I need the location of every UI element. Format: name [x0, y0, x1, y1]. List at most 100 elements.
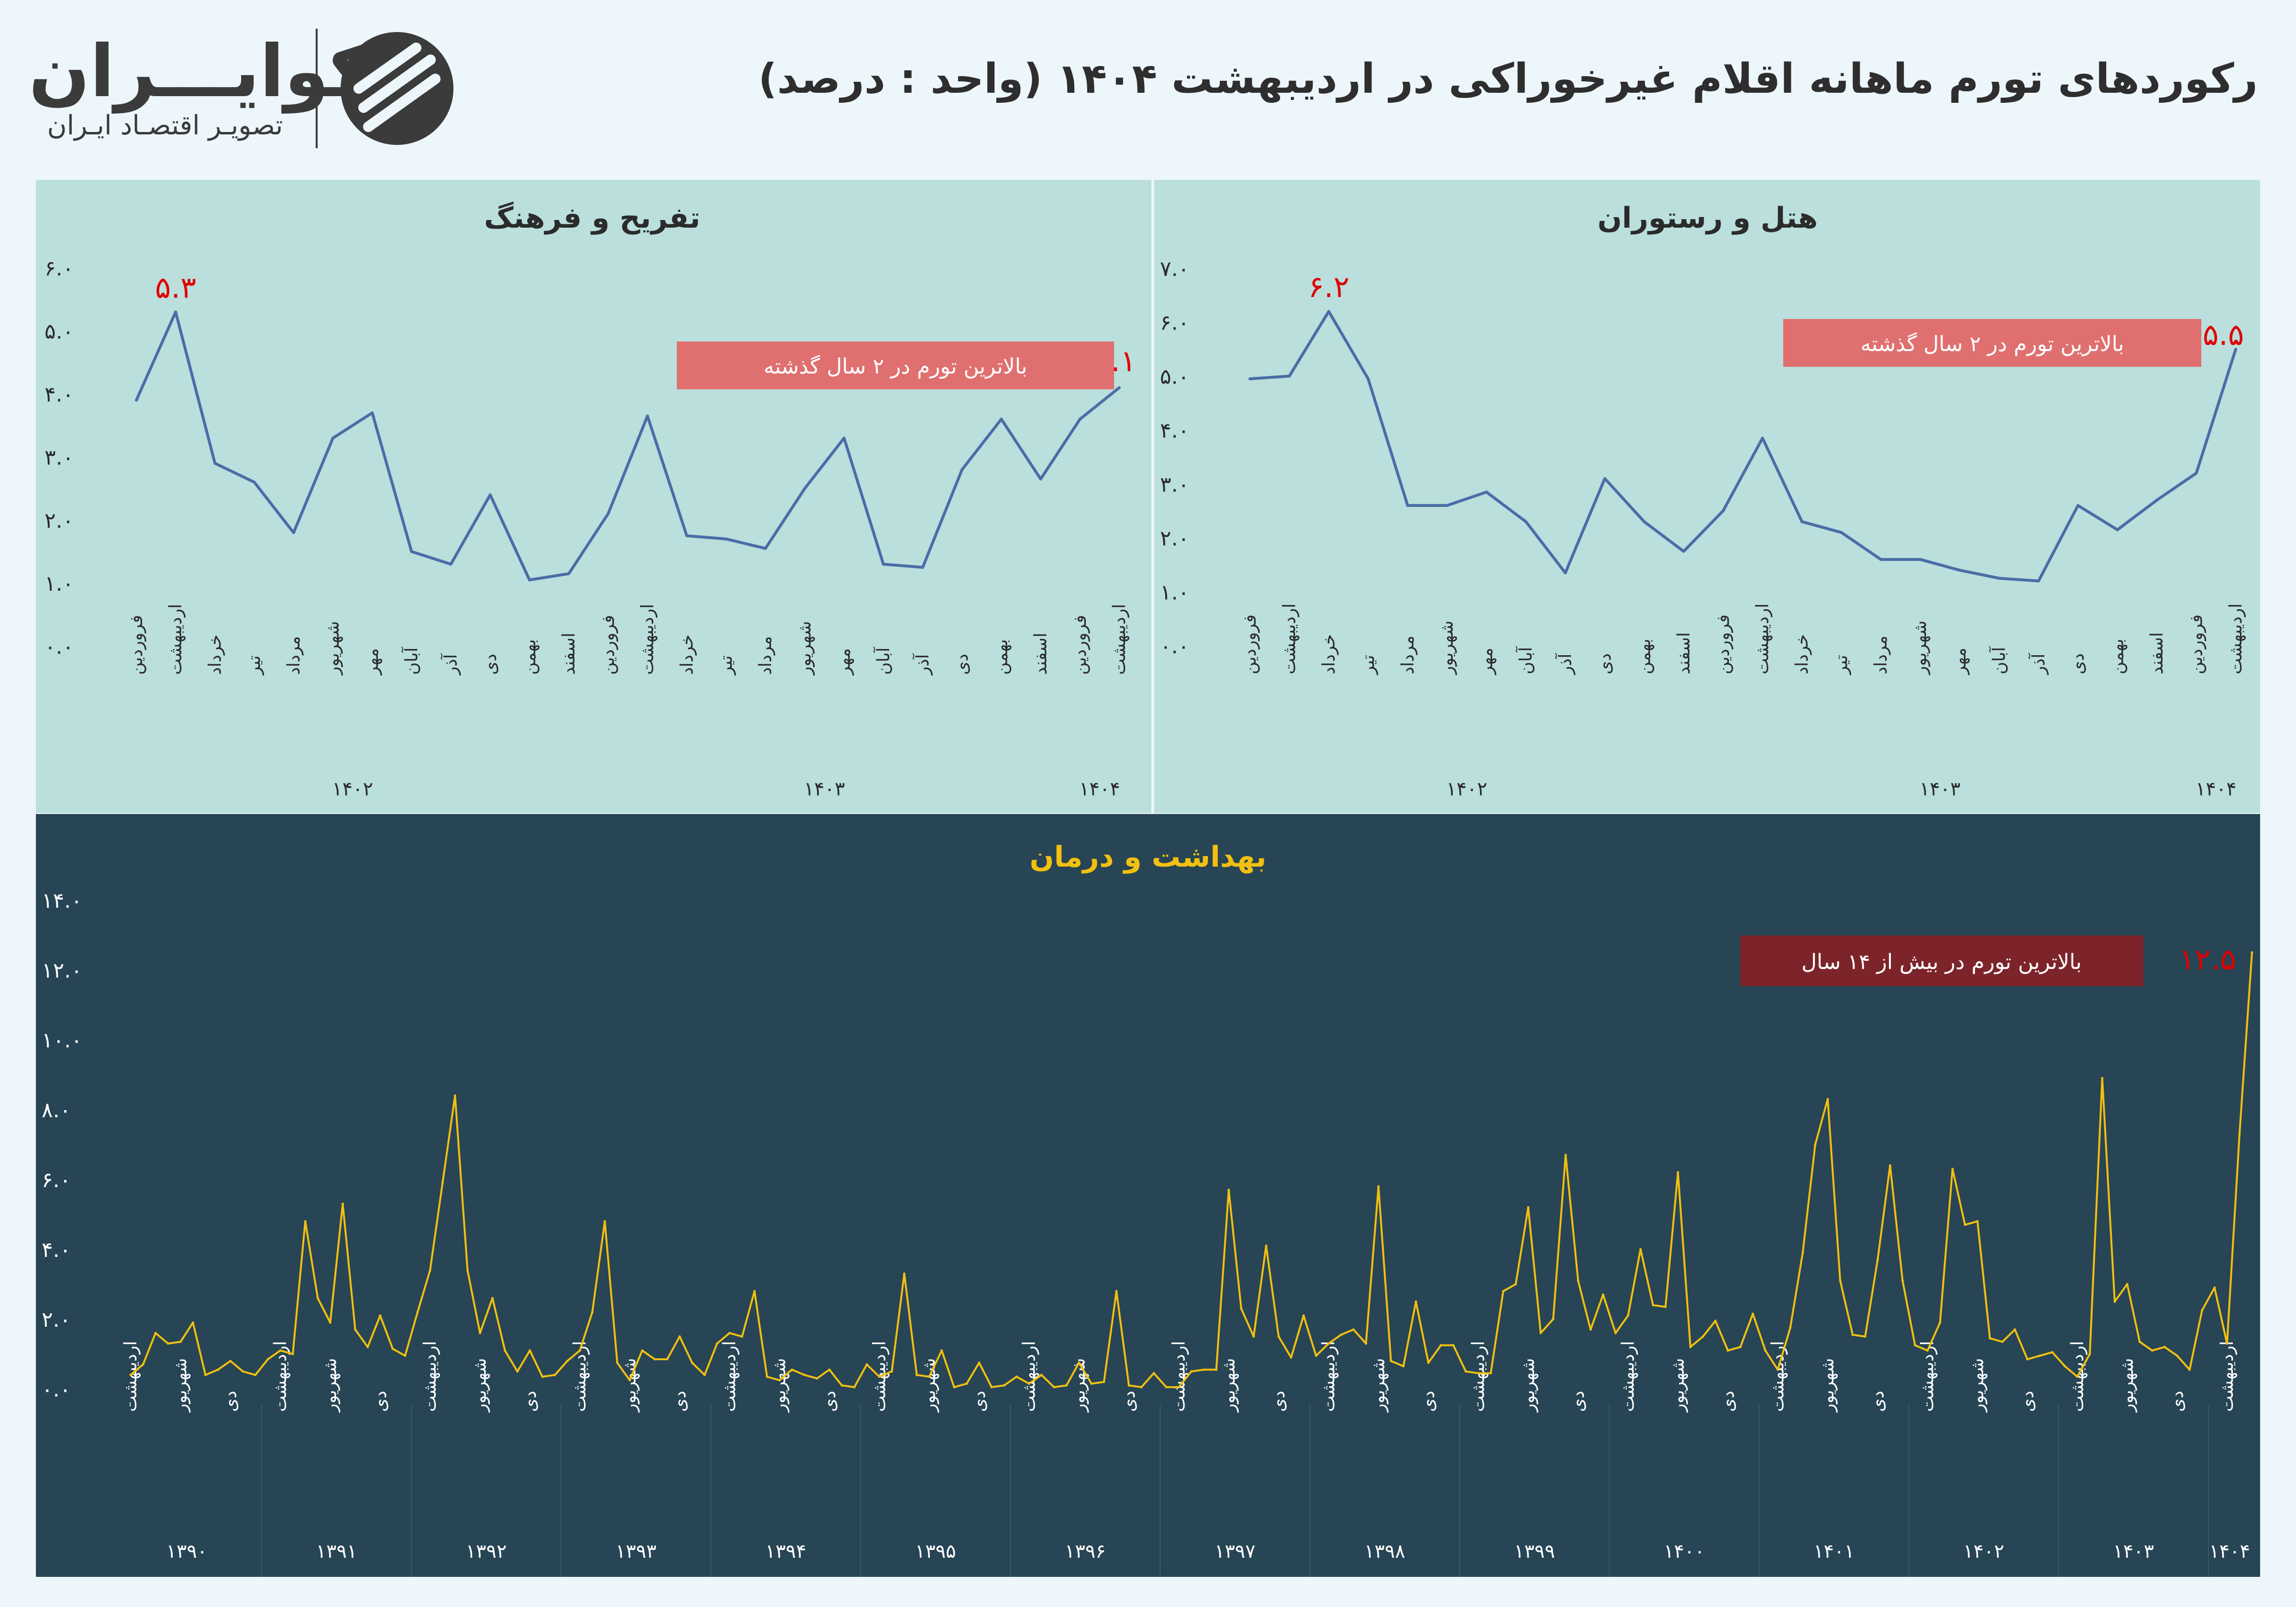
hotel-xtick-label: تیر	[1358, 655, 1378, 675]
health-data-point	[1876, 1258, 1879, 1261]
health-xtick-label: دی	[1419, 1391, 1438, 1412]
page-title: رکوردهای تورم ماهانه اقلام غیرخوراکی در …	[758, 55, 2258, 103]
recreation-xtick-label: آبان	[872, 647, 894, 675]
health-data-point	[2013, 1328, 2016, 1331]
health-data-point	[1365, 1342, 1368, 1345]
health-data-point	[1277, 1335, 1280, 1338]
recreation-data-point	[567, 572, 571, 575]
health-data-point	[1015, 1375, 1018, 1378]
hotel-note-text: بالاترین تورم در ۲ سال گذشته	[1861, 332, 2124, 356]
recreation-data-point	[1000, 418, 1003, 421]
hotel-data-point	[1682, 550, 1685, 553]
recreation-xtick-label: آذر	[912, 653, 933, 676]
hotel-panel: هتل و رستوران ۰.۰ ۱.۰ ۲.۰ ۳.۰ ۴.۰ ۵.۰ ۶.۰ ۷.۰ فرو…	[1154, 180, 2260, 813]
hotel-ytick-label: ۲.۰	[1160, 527, 1189, 551]
recreation-data-point	[371, 411, 374, 415]
health-data-point	[179, 1340, 182, 1343]
recreation-xtick-label: شهریور	[795, 621, 815, 676]
recreation-xtick-label: تیر	[245, 655, 265, 676]
hotel-xtick-label: فروردین	[1713, 615, 1733, 674]
health-data-point	[1976, 1220, 1979, 1223]
health-data-point	[940, 1349, 943, 1352]
health-data-point	[1677, 1171, 1679, 1174]
health-data-point	[1427, 1361, 1430, 1364]
recreation-xtick-label: اسفند	[559, 633, 579, 675]
hotel-data-point	[1524, 520, 1528, 523]
health-data-point	[2238, 1133, 2241, 1135]
health-data-point	[1377, 1185, 1380, 1188]
health-year-label: ۱۴۰۴	[2209, 1541, 2250, 1563]
health-ytick-label: ۱۴.۰	[42, 889, 82, 913]
health-data-point	[1227, 1189, 1230, 1191]
health-data-point	[2175, 1354, 2178, 1357]
health-data-point	[2226, 1342, 2229, 1345]
health-data-point	[2076, 1375, 2079, 1378]
health-ytick-label: ۲.۰	[42, 1308, 71, 1332]
health-xtick-label: اردیبهشت	[1619, 1341, 1638, 1412]
health-ytick-label: ۶.۰	[42, 1168, 71, 1192]
health-data-point	[853, 1386, 856, 1388]
recreation-xtick-label: مرداد	[284, 636, 304, 675]
logo-tagline: تصویـر اقتصـاد ایـران	[47, 110, 283, 141]
health-data-point	[304, 1220, 307, 1223]
health-xtick-label: دی	[2018, 1391, 2037, 1412]
hotel-xtick-label: مرداد	[1871, 636, 1891, 674]
health-data-point	[803, 1374, 806, 1376]
hotel-data-point	[1288, 374, 1291, 378]
health-data-point	[865, 1363, 868, 1366]
health-year-label: ۱۳۹۱	[316, 1541, 357, 1563]
health-xtick-label: اردیبهشت	[420, 1341, 440, 1412]
recreation-data-point	[764, 547, 767, 550]
health-data-point	[629, 1379, 631, 1382]
recreation-ytick-label: ۴.۰	[44, 383, 74, 407]
health-data-point	[316, 1297, 319, 1299]
recreation-xtick-label: بهمن	[520, 639, 540, 675]
health-data-point	[1502, 1290, 1505, 1293]
health-data-point	[953, 1386, 956, 1388]
health-data-point	[778, 1379, 781, 1382]
health-year-label: ۱۳۹۲	[466, 1541, 507, 1563]
health-data-point	[329, 1321, 331, 1324]
health-data-point	[2126, 1283, 2129, 1286]
recreation-ytick-label: ۶.۰	[44, 256, 74, 281]
hotel-xtick-label: آبان	[1988, 646, 2009, 674]
health-data-point	[453, 1094, 456, 1097]
recreation-data-point	[685, 534, 688, 538]
recreation-data-point	[725, 537, 728, 540]
hotel-data-point	[1761, 437, 1764, 440]
health-xtick-label: اردیبهشت	[1319, 1341, 1338, 1412]
health-data-point	[1814, 1143, 1817, 1146]
recreation-xtick-label: تیر	[717, 655, 736, 676]
hotel-data-point	[1446, 504, 1449, 507]
health-data-point	[516, 1370, 519, 1373]
health-data-point	[1352, 1328, 1355, 1331]
health-xtick-label: دی	[520, 1391, 540, 1412]
health-data-point	[1190, 1370, 1192, 1373]
health-data-point	[1689, 1345, 1692, 1348]
hotel-xtick-label: دی	[2068, 653, 2088, 674]
health-data-point	[965, 1382, 968, 1385]
health-data-point	[1527, 1206, 1530, 1209]
health-xtick-label: شهریور	[1668, 1358, 1688, 1413]
health-data-point	[1065, 1384, 1068, 1387]
health-xtick-label: دی	[1718, 1391, 1738, 1412]
health-data-point	[342, 1202, 344, 1205]
hotel-data-point	[2155, 498, 2159, 502]
hotel-data-point	[1643, 520, 1646, 523]
hotel-data-point	[1248, 377, 1251, 381]
health-xtick-label: دی	[1568, 1391, 1588, 1412]
recreation-xtick-label: اردیبهشت	[166, 604, 186, 675]
hotel-year-label: ۱۴۰۲	[1446, 778, 1487, 800]
health-data-point	[1851, 1333, 1854, 1336]
health-data-point	[1165, 1386, 1168, 1388]
hotel-data-point	[2037, 579, 2040, 583]
health-data-point	[678, 1335, 681, 1338]
health-data-point	[828, 1368, 831, 1371]
hotel-data-point	[1800, 520, 1804, 523]
recreation-data-point	[803, 487, 806, 490]
health-data-point	[816, 1377, 818, 1380]
recreation-xtick-label: خرداد	[205, 635, 225, 675]
health-xtick-label: اردیبهشت	[1169, 1341, 1189, 1412]
health-panel: بهداشت و درمان ۰.۰ ۲.۰ ۴.۰ ۶.۰ ۸.۰ ۱۰.۰ ۱۲.۰ ۱۴.…	[36, 814, 2260, 1577]
health-data-point	[990, 1386, 993, 1388]
